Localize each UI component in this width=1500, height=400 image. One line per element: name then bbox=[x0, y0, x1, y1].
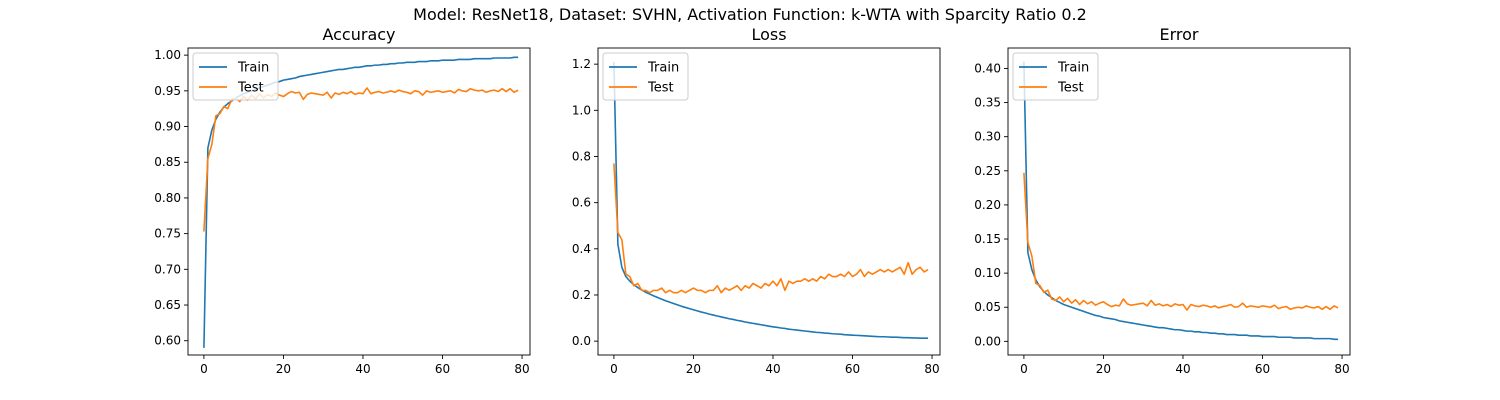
x-tick-label: 0 bbox=[610, 362, 618, 376]
legend-box bbox=[192, 52, 279, 101]
series-line-train bbox=[203, 56, 519, 348]
y-tick-label: 0.6 bbox=[572, 196, 591, 210]
y-tick-label: 0.8 bbox=[572, 149, 591, 163]
legend-label-test: Test bbox=[1057, 81, 1084, 96]
x-tick-label: 20 bbox=[276, 362, 291, 376]
y-tick-label: 0.80 bbox=[154, 191, 181, 205]
y-tick-label: 0.15 bbox=[974, 232, 1001, 246]
plot-frame bbox=[1007, 47, 1351, 356]
y-tick-label: 0.95 bbox=[154, 84, 181, 98]
x-tick-label: 60 bbox=[845, 362, 860, 376]
x-tick-label: 60 bbox=[435, 362, 450, 376]
series-line-train bbox=[613, 61, 929, 339]
chart-title: Error bbox=[1160, 25, 1199, 44]
legend-label-train: Train bbox=[237, 61, 269, 76]
y-tick-label: 0.75 bbox=[154, 227, 181, 241]
y-tick-label: 0.00 bbox=[974, 334, 1001, 348]
plot-frame bbox=[187, 47, 531, 356]
legend-box bbox=[1012, 52, 1099, 101]
x-tick-label: 40 bbox=[1175, 362, 1190, 376]
y-tick-label: 0.25 bbox=[974, 164, 1001, 178]
y-tick-label: 0.70 bbox=[154, 262, 181, 276]
x-tick-label: 40 bbox=[355, 362, 370, 376]
legend-label-train: Train bbox=[1057, 61, 1089, 76]
y-tick-label: 0.35 bbox=[974, 96, 1001, 110]
series-line-test bbox=[203, 87, 519, 232]
plot-frame bbox=[597, 47, 941, 356]
series-line-test bbox=[613, 163, 929, 294]
chart-title: Accuracy bbox=[322, 25, 395, 44]
legend-box bbox=[602, 52, 689, 101]
y-tick-label: 0.10 bbox=[974, 266, 1001, 280]
y-tick-label: 0.85 bbox=[154, 155, 181, 169]
legend-label-train: Train bbox=[647, 61, 679, 76]
chart-panel-loss: Loss 0 20 40 60 80 0.0 0.2 0.4 0.6 0.8 1.0 1.2 Train T… bbox=[572, 25, 941, 376]
y-tick-label: 0.40 bbox=[974, 61, 1001, 75]
chart-panel-error: Error 0 20 40 60 80 0.00 0.05 0.10 0.15 0.20 0.25 0.… bbox=[974, 25, 1351, 376]
x-tick-label: 80 bbox=[1334, 362, 1349, 376]
x-tick-label: 40 bbox=[765, 362, 780, 376]
x-tick-label: 0 bbox=[200, 362, 208, 376]
x-tick-label: 20 bbox=[686, 362, 701, 376]
legend-label-test: Test bbox=[237, 81, 264, 96]
series-line-test bbox=[1023, 172, 1339, 311]
y-tick-label: 0.0 bbox=[572, 334, 591, 348]
y-tick-label: 1.00 bbox=[154, 48, 181, 62]
y-tick-label: 0.05 bbox=[974, 300, 1001, 314]
x-tick-label: 60 bbox=[1255, 362, 1270, 376]
y-tick-label: 0.20 bbox=[974, 198, 1001, 212]
y-tick-label: 0.2 bbox=[572, 288, 591, 302]
y-tick-label: 0.60 bbox=[154, 334, 181, 348]
chart-panel-accuracy: Accuracy 0 20 40 60 80 0.60 0.65 0.70 0.75 0.80 0.8… bbox=[154, 25, 531, 376]
y-tick-label: 1.0 bbox=[572, 103, 591, 117]
legend-label-test: Test bbox=[647, 81, 674, 96]
x-tick-label: 20 bbox=[1096, 362, 1111, 376]
chart-title: Loss bbox=[751, 25, 786, 44]
x-tick-label: 80 bbox=[514, 362, 529, 376]
y-tick-label: 0.65 bbox=[154, 298, 181, 312]
y-tick-label: 1.2 bbox=[572, 57, 591, 71]
x-tick-label: 80 bbox=[924, 362, 939, 376]
series-line-train bbox=[1023, 61, 1339, 341]
y-tick-label: 0.90 bbox=[154, 120, 181, 134]
y-tick-label: 0.30 bbox=[974, 130, 1001, 144]
x-tick-label: 0 bbox=[1020, 362, 1028, 376]
y-tick-label: 0.4 bbox=[572, 242, 591, 256]
figure-title: Model: ResNet18, Dataset: SVHN, Activati… bbox=[413, 5, 1087, 24]
